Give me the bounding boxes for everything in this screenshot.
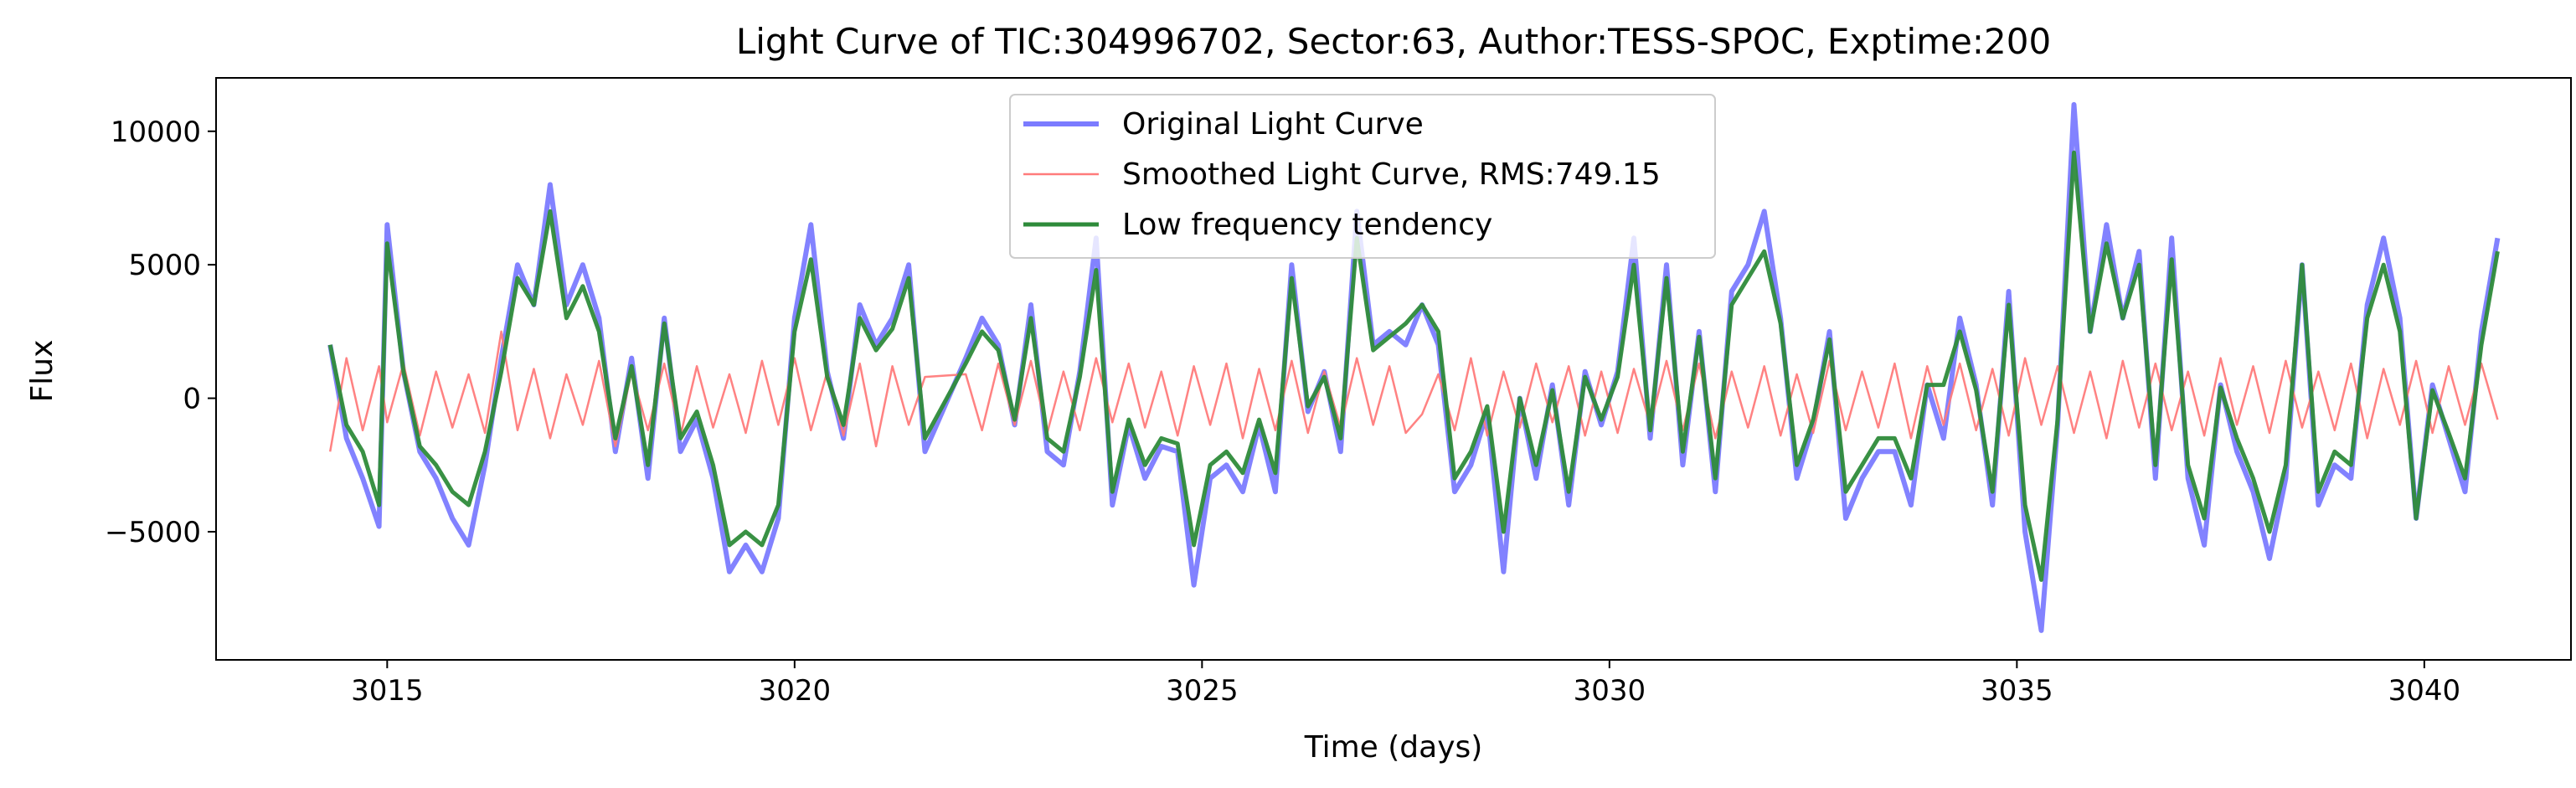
x-tick-label: 3020 (759, 674, 832, 708)
x-tick-label: 3030 (1574, 674, 1646, 708)
legend-label-2: Smoothed Light Curve, RMS:749.15 (1122, 157, 1661, 192)
x-tick-label: 3040 (2388, 674, 2461, 708)
x-tick-label: 3035 (1981, 674, 2053, 708)
plot-frame (215, 77, 2572, 661)
series-line-3 (327, 150, 2500, 582)
y-tick-label: 5000 (128, 249, 201, 282)
chart-title: Light Curve of TIC:304996702, Sector:63,… (736, 21, 2051, 62)
y-axis-label: Flux (25, 340, 59, 403)
y-tick-label: 0 (183, 383, 201, 416)
x-tick-label: 3015 (351, 674, 424, 708)
legend: Original Light Curve Smoothed Light Curve… (1009, 94, 1716, 259)
legend-label-3: Low frequency tendency (1122, 208, 1492, 242)
x-axis: 3015 3020 3025 3030 3035 3040 (351, 660, 2460, 708)
y-tick-label: 10000 (111, 116, 201, 149)
y-tick-label: −5000 (105, 516, 201, 549)
legend-label-1: Original Light Curve (1122, 107, 1424, 142)
legend-box (1009, 94, 1716, 259)
y-axis: −5000 0 5000 10000 (105, 116, 216, 549)
x-axis-label: Time (days) (1304, 730, 1483, 765)
x-tick-label: 3025 (1166, 674, 1239, 708)
series-layer (327, 101, 2501, 633)
